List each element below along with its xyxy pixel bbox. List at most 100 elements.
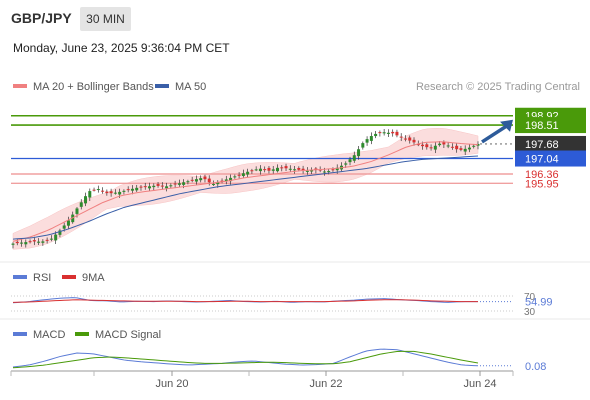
candle-body (467, 147, 471, 150)
candle-body (327, 171, 331, 173)
candle-body (438, 143, 442, 146)
candle-body (305, 170, 309, 172)
candle-body (105, 191, 109, 194)
macd-panel: 0.08 (12, 348, 546, 373)
candle-body (378, 132, 382, 134)
rsi-tick-label: 30 (524, 307, 536, 318)
rsi-last-value: 54.99 (525, 297, 553, 309)
candle-body (348, 159, 352, 163)
macd-last-value: 0.08 (525, 361, 546, 373)
candle-body (194, 179, 198, 182)
candle-body (186, 181, 190, 183)
candle-body (374, 133, 378, 137)
ma20-legend-swatch (13, 84, 27, 88)
macd-line (12, 348, 479, 368)
macd-signal-legend-swatch (75, 332, 89, 336)
candle-body (88, 191, 92, 198)
candle-body (386, 132, 390, 134)
candle-body (113, 192, 117, 194)
candle-body (357, 149, 361, 157)
timeframe-button[interactable]: 30 MIN (80, 7, 131, 31)
pivot-level-tag (515, 150, 586, 167)
candle-body (101, 190, 105, 192)
candle-body (130, 188, 134, 191)
candle-body (135, 187, 139, 191)
ma50-line (12, 155, 479, 240)
support-level-label: 195.95 (525, 178, 559, 190)
candle-body (425, 144, 429, 148)
candle-body (442, 142, 446, 145)
resistance-level-label: 198.51 (525, 120, 559, 132)
candle-body (203, 176, 207, 180)
macd-legend-label: MACD (33, 329, 65, 341)
candle-body (297, 167, 301, 170)
candle-body (92, 189, 96, 191)
candle-body (476, 143, 480, 146)
rsi-tick-label: 70 (524, 292, 536, 303)
candle-body (41, 241, 45, 243)
rsi-ma-line (12, 299, 478, 303)
candle-body (84, 196, 88, 204)
candle-body (143, 186, 147, 188)
candle-body (433, 145, 437, 150)
candle-body (173, 183, 177, 185)
candle-body (258, 168, 262, 172)
candle-body (421, 144, 425, 147)
rsi-legend-label: RSI (33, 272, 51, 284)
candle-body (241, 173, 245, 176)
resistance-level-tag (515, 117, 586, 134)
candle-body (288, 168, 292, 170)
candle-body (280, 167, 284, 169)
candle-body (429, 147, 433, 149)
candle-body (344, 163, 348, 165)
candle-body (169, 185, 173, 187)
candle-body (32, 240, 36, 242)
candle-body (152, 185, 156, 188)
forecast-arrow (481, 124, 508, 144)
candle-body (455, 145, 459, 150)
macd-signal-line (12, 350, 479, 369)
candle-body (301, 168, 305, 171)
ma20-line (12, 141, 479, 242)
candle-body (229, 177, 233, 182)
candle-body (403, 138, 407, 140)
candle-body (408, 137, 412, 141)
candle-body (79, 202, 83, 207)
candle-body (199, 178, 203, 181)
candle-body (310, 170, 314, 172)
support-level-label: 196.36 (525, 169, 559, 181)
candle-body (365, 139, 369, 143)
x-tick-label: Jun 20 (155, 378, 188, 390)
candle-body (190, 179, 194, 181)
x-tick-label: Jun 24 (463, 378, 496, 390)
forecast-arrow-head (500, 119, 513, 132)
candle-body (49, 238, 53, 240)
candle-body (220, 180, 224, 182)
candle-body (11, 243, 15, 245)
candle-body (416, 144, 420, 146)
candle-body (267, 167, 271, 171)
candle-body (160, 185, 164, 187)
candle-body (58, 230, 62, 235)
candle-body (28, 241, 32, 243)
candle-body (212, 184, 216, 186)
candle-body (62, 225, 66, 229)
candle-body (284, 166, 288, 169)
candle-body (450, 146, 454, 148)
rsi-ma-legend-swatch (62, 275, 76, 279)
candle-body (165, 186, 169, 189)
x-axis-ticks: Jun 20 Jun 22 Jun 24 (10, 371, 514, 390)
candle-body (139, 186, 143, 188)
credit-label: Research © 2025 Trading Central (416, 81, 580, 93)
rsi-legend-swatch (13, 275, 27, 279)
current-level-tag (515, 135, 586, 152)
macd-legend-swatch (13, 332, 27, 336)
candle-body (71, 214, 75, 223)
candle-body (395, 131, 399, 136)
candle-body (15, 241, 19, 244)
candle-body (148, 186, 152, 189)
candle-body (24, 242, 28, 245)
candle-body (293, 169, 297, 171)
candle-body (45, 239, 49, 241)
